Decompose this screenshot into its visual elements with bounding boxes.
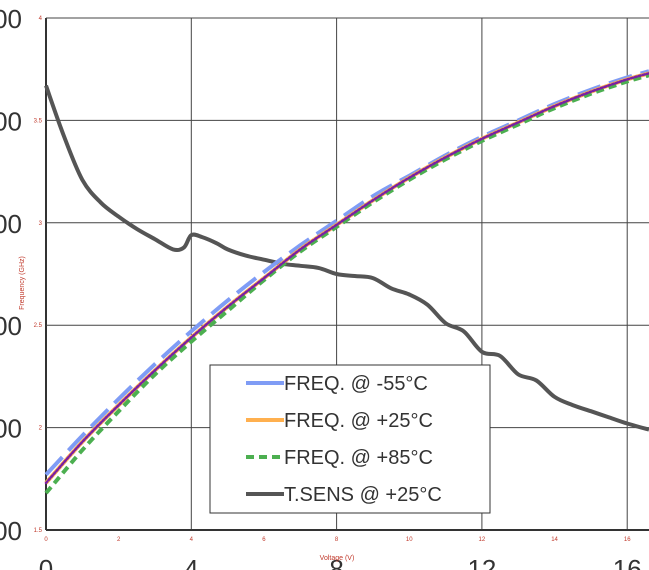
minor-y-tick-label: 2.5 <box>34 323 43 329</box>
legend-label: T.SENS @ +25°C <box>284 484 442 506</box>
minor-y-tick-label: 4 <box>39 16 43 22</box>
x-tick-label: 0 <box>39 554 53 570</box>
minor-x-tick-label: 14 <box>551 537 558 543</box>
y-tick-label: 00 <box>0 311 22 341</box>
x-tick-label: 4 <box>184 554 198 570</box>
y-tick-label: 00 <box>0 414 22 444</box>
grid <box>45 17 649 531</box>
series-line-3 <box>44 72 649 485</box>
x-tick-label: 8 <box>329 554 343 570</box>
y-tick-label: 00 <box>0 4 22 34</box>
series-line-4 <box>44 84 649 432</box>
y-tick-label: 00 <box>0 209 22 239</box>
minor-x-tick-label: 0 <box>44 537 48 543</box>
minor-x-tick-label: 4 <box>190 537 194 543</box>
series-lines <box>44 69 649 495</box>
minor-x-tick-label: 10 <box>406 537 413 543</box>
minor-x-tick-label: 2 <box>117 537 121 543</box>
minor-y-tick-label: 3.5 <box>34 118 43 124</box>
y-tick-label: 00 <box>0 516 22 546</box>
minor-x-tick-label: 16 <box>624 537 631 543</box>
x-axis-title: Voltage (V) <box>320 555 355 562</box>
minor-y-tick-label: 2 <box>39 426 43 432</box>
legend-box <box>209 364 491 514</box>
legend-label: FREQ. @ +85°C <box>284 447 433 469</box>
x-tick-label: 16 <box>613 554 642 570</box>
minor-y-tick-label: 1.5 <box>34 528 43 534</box>
legend-label: FREQ. @ +25°C <box>284 410 433 432</box>
minor-y-tick-label: 3 <box>39 221 43 227</box>
minor-x-tick-label: 6 <box>262 537 266 543</box>
y-axis-title: Frequency (GHz) <box>19 256 26 310</box>
series-line-2 <box>44 73 649 495</box>
legend: FREQ. @ -55°C FREQ. @ +25°C FREQ. @ +85°C T… <box>209 364 491 514</box>
y-tick-label: 00 <box>0 106 22 136</box>
minor-x-tick-label: 12 <box>479 537 486 543</box>
minor-x-tick-label: 8 <box>335 537 339 543</box>
legend-label: FREQ. @ -55°C <box>284 373 428 395</box>
x-tick-label: 12 <box>467 554 496 570</box>
